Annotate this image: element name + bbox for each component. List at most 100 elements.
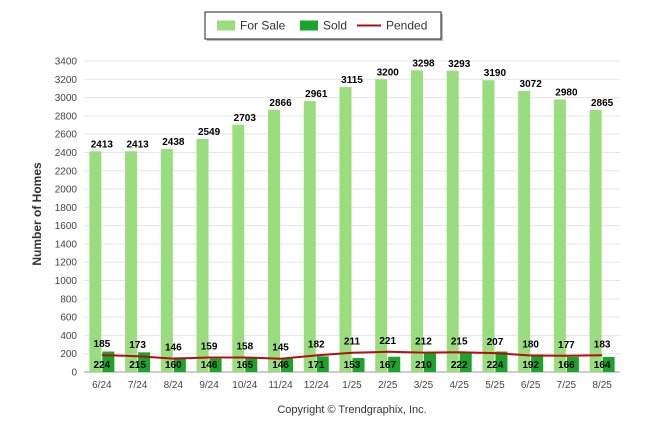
for-sale-bar[interactable] <box>303 101 316 373</box>
legend-label-for-sale[interactable]: For Sale <box>240 19 286 33</box>
for-sale-bar[interactable] <box>89 151 102 372</box>
legend-label-sold[interactable]: Sold <box>323 19 347 33</box>
for-sale-value-label: 2703 <box>234 113 257 124</box>
sold-value-label: 222 <box>451 360 468 371</box>
y-tick-label: 600 <box>60 313 77 324</box>
sold-value-label: 224 <box>487 360 504 371</box>
for-sale-bar[interactable] <box>160 148 173 372</box>
for-sale-value-label: 3190 <box>484 68 507 79</box>
copyright-text: Copyright © Trendgraphix, Inc. <box>277 404 426 416</box>
x-tick-label: 6/25 <box>521 380 541 391</box>
sold-bar[interactable] <box>173 357 186 372</box>
sold-bar[interactable] <box>245 356 258 372</box>
gridlines <box>84 60 620 373</box>
for-sale-value-label: 2961 <box>305 89 328 100</box>
legend-label-pended[interactable]: Pended <box>386 19 427 33</box>
x-tick-label: 4/25 <box>449 380 469 391</box>
sold-bar[interactable] <box>209 358 222 372</box>
for-sale-bar[interactable] <box>410 70 423 372</box>
sold-bar[interactable] <box>495 351 508 372</box>
legend-swatch-for-sale[interactable] <box>217 20 235 31</box>
y-tick-label: 2400 <box>55 148 78 159</box>
sold-value-label: 166 <box>558 360 575 371</box>
sold-bar[interactable] <box>316 356 329 372</box>
y-tick-label: 1800 <box>55 203 78 214</box>
sold-value-label: 165 <box>236 360 253 371</box>
x-tick-label: 7/24 <box>128 380 148 391</box>
y-tick-label: 2600 <box>55 130 78 141</box>
x-tick-label: 8/24 <box>164 380 184 391</box>
sold-bar[interactable] <box>459 351 472 372</box>
for-sale-value-label: 3200 <box>377 67 400 78</box>
sold-value-label: 215 <box>129 360 146 371</box>
pended-value-label: 177 <box>558 340 575 351</box>
sold-value-label: 160 <box>165 360 182 371</box>
sold-bar[interactable] <box>566 356 579 372</box>
sold-bar[interactable] <box>602 356 615 372</box>
pended-value-label: 159 <box>201 341 218 352</box>
sold-bar[interactable] <box>531 354 544 372</box>
data-labels: 2413 224 2413 215 2438 160 2549 146 2703 165 2866 1… <box>91 58 614 371</box>
pended-value-label: 211 <box>344 337 361 348</box>
for-sale-value-label: 2413 <box>91 139 114 150</box>
for-sale-bar[interactable] <box>553 99 566 372</box>
y-tick-label: 0 <box>71 368 77 379</box>
y-axis-title: Number of Homes <box>30 162 44 266</box>
sold-value-label: 171 <box>308 360 325 371</box>
for-sale-bar[interactable] <box>196 138 209 372</box>
sold-value-label: 224 <box>94 360 111 371</box>
pended-value-label: 215 <box>451 336 468 347</box>
for-sale-bar[interactable] <box>125 151 138 372</box>
for-sale-value-label: 2413 <box>126 139 149 150</box>
legend[interactable]: For Sale Sold Pended <box>204 11 443 41</box>
sold-bar[interactable] <box>423 352 436 372</box>
for-sale-bar[interactable] <box>589 109 602 372</box>
pended-value-label: 146 <box>165 343 182 354</box>
y-tick-label: 1000 <box>55 276 78 287</box>
y-tick-label: 1600 <box>55 221 78 232</box>
sold-bar[interactable] <box>352 358 365 372</box>
x-tick-label: 8/25 <box>592 380 612 391</box>
pended-line <box>101 350 603 360</box>
y-tick-label: 3200 <box>55 75 78 86</box>
y-tick-label: 3400 <box>55 57 78 68</box>
for-sale-bar[interactable] <box>339 87 352 372</box>
for-sale-value-label: 3298 <box>412 58 435 69</box>
for-sale-value-label: 2980 <box>555 87 578 98</box>
for-sale-bar[interactable] <box>446 70 459 372</box>
pended-value-label: 185 <box>94 339 111 350</box>
for-sale-bar[interactable] <box>482 80 495 372</box>
pended-value-label: 173 <box>129 340 146 351</box>
pended-value-label: 221 <box>379 336 396 347</box>
y-tick-label: 2000 <box>55 185 78 196</box>
for-sale-bar[interactable] <box>375 79 388 372</box>
for-sale-value-label: 3293 <box>448 59 471 70</box>
pended-value-label: 183 <box>594 339 611 350</box>
sold-value-label: 210 <box>415 360 432 371</box>
sold-bar[interactable] <box>102 351 115 372</box>
pended-value-label: 158 <box>236 342 253 353</box>
pended-line-path[interactable] <box>101 350 603 360</box>
axes: 0 200 400 600 800 1000 1200 1400 1600 1800 2000 220… <box>55 57 613 392</box>
y-tick-label: 800 <box>60 294 77 305</box>
for-sale-bar[interactable] <box>268 109 281 373</box>
x-tick-label: 9/24 <box>199 380 219 391</box>
for-sale-value-label: 2438 <box>162 137 185 148</box>
sold-value-label: 164 <box>594 360 611 371</box>
sold-value-label: 192 <box>522 360 539 371</box>
y-tick-label: 2800 <box>55 111 78 122</box>
sold-bar[interactable] <box>388 356 401 372</box>
y-tick-label: 1200 <box>55 258 78 269</box>
sold-value-label: 153 <box>344 360 361 371</box>
y-tick-label: 2200 <box>55 166 78 177</box>
legend-swatch-sold[interactable] <box>300 20 318 31</box>
x-tick-label: 6/24 <box>92 380 112 391</box>
for-sale-value-label: 3115 <box>341 75 363 86</box>
for-sale-bar[interactable] <box>232 124 245 372</box>
pended-value-label: 182 <box>308 339 325 350</box>
sold-value-label: 167 <box>379 360 396 371</box>
sold-bar[interactable] <box>281 358 294 372</box>
for-sale-bar[interactable] <box>518 91 531 372</box>
